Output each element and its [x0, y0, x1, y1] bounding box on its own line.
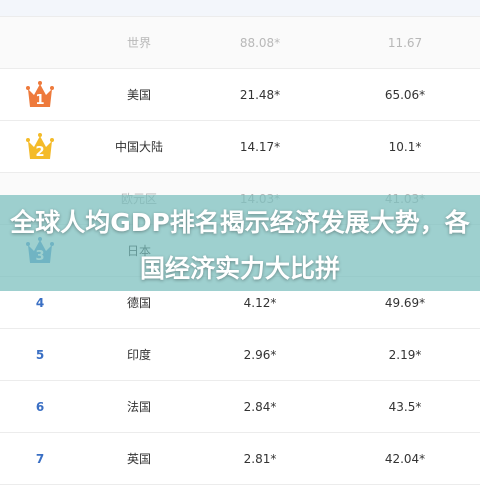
gdp-value: 14.17*	[239, 140, 281, 154]
table-row: 2 中国大陆 14.17* 10.1*	[0, 121, 480, 173]
gdp-per-capita-value: 2.19*	[388, 348, 422, 362]
table-row: 7 英国 2.81* 42.04*	[0, 433, 480, 485]
country-name: 中国大陆	[114, 140, 163, 154]
header-cell: 排名	[0, 0, 80, 17]
crown-dot	[38, 81, 42, 85]
gdp-value: 2.96*	[243, 348, 277, 362]
rank-crown: 2	[26, 133, 54, 160]
table-row: 1 美国 21.48* 65.06*	[0, 69, 480, 121]
gdp-per-capita-value: 43.5*	[388, 400, 422, 414]
gdp-value: 2.84*	[243, 400, 277, 414]
country-name: 印度	[126, 348, 151, 362]
header-cell: 国家/地区	[80, 0, 198, 17]
crown-dot	[26, 138, 30, 142]
gdp-per-capita-value: 11.67	[387, 36, 423, 50]
gdp-value: 88.08*	[239, 36, 281, 50]
rank-number: 7	[35, 452, 45, 466]
country-name: 法国	[126, 400, 151, 414]
crown-dot	[50, 86, 54, 90]
crown-dot	[26, 86, 30, 90]
table-row: 5 印度 2.96* 2.19*	[0, 329, 480, 381]
overlay-title: 全球人均GDP排名揭示经济发展大势，各国经济实力大比拼	[10, 208, 470, 283]
gdp-per-capita-value: 10.1*	[388, 140, 422, 154]
rank-crown: 1	[26, 81, 54, 108]
rank-number: 4	[35, 296, 45, 310]
gdp-per-capita-value: 42.04*	[384, 452, 426, 466]
rank-number: 5	[35, 348, 45, 362]
header-cell: 人均GDP（千美元）	[340, 0, 470, 17]
crown-shape	[28, 136, 52, 159]
gdp-value: 21.48*	[239, 88, 281, 102]
crown-dot	[50, 138, 54, 142]
header-cell: GDP（万亿美元）	[200, 0, 320, 17]
table-row: 4 德国 4.12* 49.69*	[0, 277, 480, 329]
crown-dot	[38, 133, 42, 137]
table-row: 6 法国 2.84* 43.5*	[0, 381, 480, 433]
table-row: 世界 88.08* 11.67	[0, 17, 480, 69]
crown-shape	[28, 84, 52, 107]
country-name: 美国	[126, 88, 151, 102]
gdp-per-capita-value: 65.06*	[384, 88, 426, 102]
rank-number: 6	[35, 400, 45, 414]
overlay-band	[0, 195, 480, 291]
gdp-value: 2.81*	[243, 452, 277, 466]
gdp-value: 4.12*	[243, 296, 277, 310]
rank-number: 1	[35, 93, 44, 108]
header-row: 排名国家/地区GDP（万亿美元） 人均GDP（千美元）	[0, 0, 480, 17]
rank-number: 2	[35, 145, 44, 160]
gdp-per-capita-value: 49.69*	[384, 296, 426, 310]
country-name: 世界	[126, 36, 151, 50]
country-name: 德国	[126, 296, 151, 310]
country-name: 英国	[126, 452, 151, 466]
